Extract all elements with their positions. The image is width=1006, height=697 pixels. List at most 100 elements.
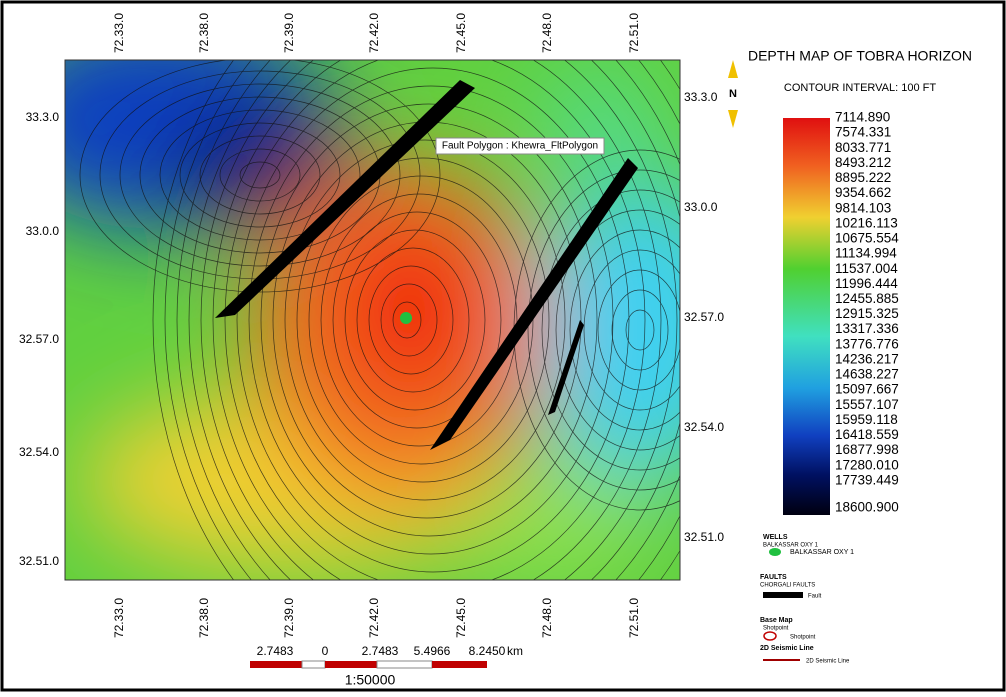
colorbar <box>783 118 830 515</box>
latitude-label: 32.51.0 <box>684 530 724 544</box>
longitude-label: 72.38.0 <box>197 13 211 53</box>
latitude-label: 32.57.0 <box>684 310 724 324</box>
well <box>400 312 412 324</box>
colorbar-label: 13776.776 <box>835 336 899 351</box>
contour <box>239 161 281 189</box>
longitude-label: 72.48.0 <box>540 598 554 638</box>
legend-text: Shotpoint <box>790 635 816 641</box>
contour <box>344 229 486 411</box>
contour <box>260 103 598 537</box>
colorbar-label: 17739.449 <box>835 472 899 487</box>
contour <box>224 60 646 580</box>
contour <box>527 169 680 491</box>
latitude-label: 32.54.0 <box>19 445 59 459</box>
contour <box>392 301 422 339</box>
contour <box>296 157 550 483</box>
scale-label: 8.2450 <box>469 644 506 658</box>
scale-bar <box>250 660 487 669</box>
latitude-label: 33.3.0 <box>684 90 718 104</box>
scale-label: 0 <box>322 644 329 658</box>
colorbar-label: 12915.325 <box>835 306 899 321</box>
map-border <box>64 59 681 581</box>
fault <box>430 158 638 450</box>
contour <box>284 139 566 501</box>
contour <box>555 209 680 451</box>
latitude-label: 32.57.0 <box>19 332 59 346</box>
longitude-label: 72.33.0 <box>112 598 126 638</box>
north-arrow <box>728 110 738 128</box>
contour <box>368 265 454 375</box>
scale-label: 2.7483 <box>257 644 294 658</box>
contour <box>583 249 680 411</box>
colorbar-label: 16877.998 <box>835 442 899 457</box>
map-subtitle: CONTOUR INTERVAL: 100 FT <box>784 82 936 94</box>
map-area <box>65 60 680 580</box>
colorbar-label: 12455.885 <box>835 291 899 306</box>
longitude-label: 72.38.0 <box>197 598 211 638</box>
legend-text: Fault <box>808 594 822 600</box>
colorbar-label: 8493.212 <box>835 155 891 170</box>
colorbar-label: 11996.444 <box>835 276 898 291</box>
colorbar-label: 9814.103 <box>835 200 891 215</box>
longitude-label: 72.51.0 <box>627 598 641 638</box>
north-arrow <box>728 60 738 78</box>
latitude-label: 33.0.0 <box>684 200 718 214</box>
colorbar-label: 14236.217 <box>835 351 899 366</box>
latitude-label: 32.54.0 <box>684 420 724 434</box>
contour <box>541 189 680 471</box>
legend-symbols <box>763 548 803 661</box>
legend-text: CHORGALI FAULTS <box>760 583 815 589</box>
scale-label: 5.4966 <box>414 644 451 658</box>
colorbar-label: 10216.113 <box>835 215 898 230</box>
latitude-label: 32.51.0 <box>19 554 59 568</box>
scale-label: 2.7483 <box>362 644 399 658</box>
colorbar-label: 15097.667 <box>835 382 899 397</box>
colorbar-label: 9354.662 <box>835 185 891 200</box>
contour <box>320 193 518 447</box>
map-title: DEPTH MAP OF TOBRA HORIZON <box>748 48 972 64</box>
colorbar-label: 17280.010 <box>835 457 899 472</box>
contour <box>236 67 630 573</box>
legend-text: FAULTS <box>760 574 787 581</box>
longitude-label: 72.45.0 <box>454 13 468 53</box>
scale-unit: km <box>507 644 523 658</box>
contour <box>569 229 680 431</box>
colorbar-label: 13317.336 <box>835 321 899 336</box>
legend-text: 2D Seismic Line <box>806 659 850 665</box>
longitude-label: 72.42.0 <box>367 13 381 53</box>
contour <box>152 60 680 580</box>
contour <box>219 148 301 202</box>
contour <box>597 269 680 391</box>
colorbar-label: 16418.559 <box>835 427 899 442</box>
scale-ratio: 1:50000 <box>345 672 396 688</box>
colorbar-label: 8895.222 <box>835 170 891 185</box>
legend-text: BALKASSAR OXY 1 <box>763 543 819 549</box>
north-label: N <box>729 88 737 100</box>
fault <box>548 320 584 415</box>
longitude-label: 72.42.0 <box>367 598 381 638</box>
contour <box>79 60 441 293</box>
longitude-label: 72.48.0 <box>540 13 554 53</box>
fault <box>215 80 475 318</box>
legend-text: 2D Seismic Line <box>760 645 814 652</box>
colorbar-label: 7574.331 <box>835 125 891 140</box>
contour <box>625 309 655 351</box>
colorbar-label: 10675.554 <box>835 231 899 246</box>
longitude-label: 72.33.0 <box>112 13 126 53</box>
colorbar-label: 7114.890 <box>835 110 890 125</box>
colorbar-label: 8033.771 <box>835 140 891 155</box>
fault-label-box <box>435 137 605 155</box>
latitude-label: 33.3.0 <box>26 110 60 124</box>
longitude-label: 72.39.0 <box>282 598 296 638</box>
colorbar-label: 15959.118 <box>835 412 898 427</box>
colorbar-label: 15557.107 <box>835 397 899 412</box>
contour <box>212 60 662 580</box>
contour <box>176 60 680 580</box>
legend-text: Shotpoint <box>763 626 789 632</box>
colorbar-label: 18600.900 <box>835 500 899 515</box>
legend-text: Base Map <box>760 617 793 624</box>
fault-label: Fault Polygon : Khewra_FltPolygon <box>442 141 598 152</box>
contour <box>380 283 438 357</box>
